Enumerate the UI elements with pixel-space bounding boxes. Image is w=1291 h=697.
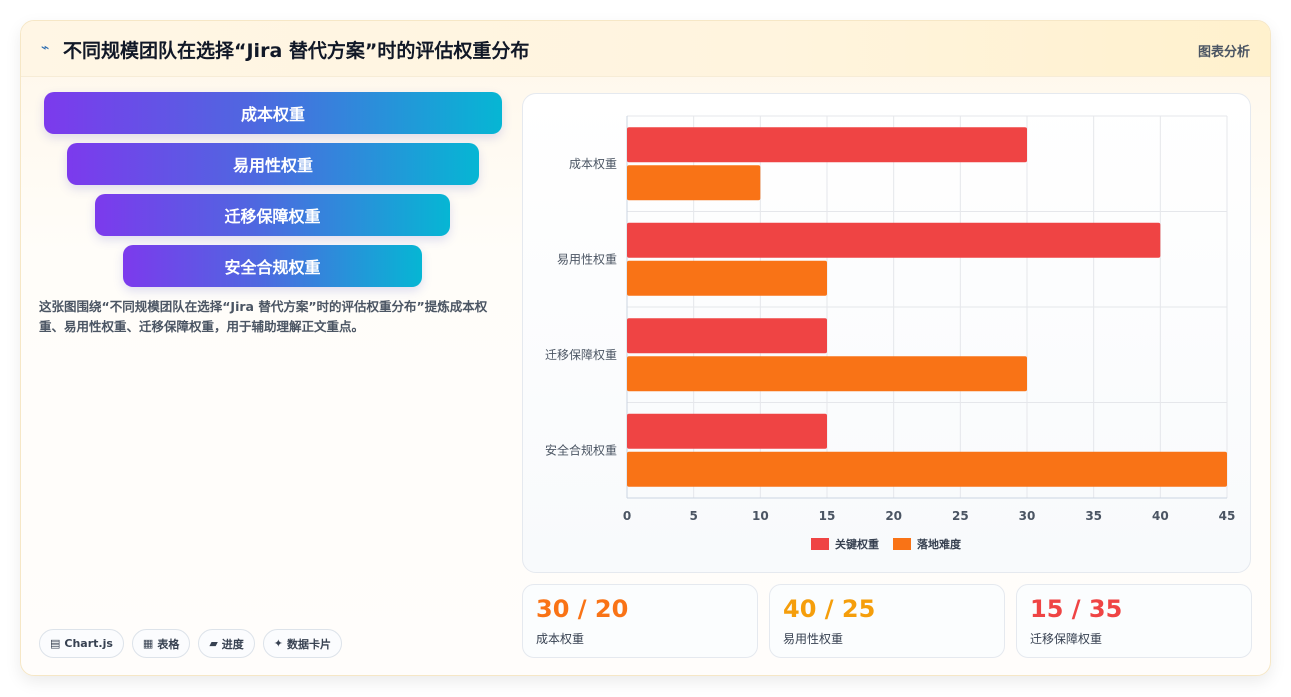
tag-progress[interactable]: ▰ 进度 [198,629,255,658]
funnel-step-cost: 成本权重 [44,92,502,134]
page-title: 不同规模团队在选择“Jira 替代方案”时的评估权重分布 [63,40,530,62]
stat-label: 易用性权重 [783,632,844,646]
stat-card-usability: 40 / 25 易用性权重 [769,584,1005,658]
tag-label: 数据卡片 [287,637,332,651]
bar-key-weight [627,413,827,449]
legend-swatch [811,538,829,550]
tag-label: 表格 [157,637,180,651]
x-tick-label: 15 [819,509,836,523]
y-tick-label: 成本权重 [569,157,617,171]
bar-difficulty [627,451,1227,487]
sparkle-icon: ✦ [273,637,284,650]
y-tick-label: 安全合规权重 [545,442,617,457]
chart-analysis-link[interactable]: 图表分析 [1197,45,1250,60]
x-tick-label: 5 [689,509,697,523]
trend-icon: ⌁ [41,40,50,56]
stat-value: 40 / 25 [783,595,876,623]
tag-list: ▤ Chart.js ▦ 表格 ▰ 进度 ✦ 数据卡片 [39,629,343,658]
legend-swatch [893,538,911,550]
tag-label: 进度 [221,637,244,651]
stat-value: 30 / 20 [536,595,629,623]
x-tick-label: 20 [885,509,902,523]
bar-difficulty [627,165,761,201]
bar-difficulty [627,260,827,296]
chart-panel: 成本权重易用性权重迁移保障权重 安全合规权重 0 5 10 15 20 25 30 35 40 45 关… [522,93,1251,573]
legend-label: 关键权重 [835,537,879,551]
chart-icon: ▤ [50,637,61,650]
x-tick-label: 0 [623,509,631,523]
x-tick-label: 40 [1152,509,1169,523]
stat-label: 成本权重 [536,632,585,646]
bar-difficulty [627,356,1027,392]
tag-chartjs[interactable]: ▤ Chart.js [39,629,124,658]
stat-label: 迁移保障权重 [1030,632,1103,646]
x-tick-label: 30 [1019,509,1036,523]
main-card: ⌁ 不同规模团队在选择“Jira 替代方案”时的评估权重分布 图表分析 成本权重… [20,20,1271,676]
tag-table[interactable]: ▦ 表格 [131,629,191,658]
stat-card-migration: 15 / 35 迁移保障权重 [1016,584,1252,658]
stat-value: 15 / 35 [1030,595,1123,623]
x-tick-label: 10 [752,509,769,523]
x-tick-label: 35 [1085,509,1102,523]
x-tick-label: 25 [952,509,969,523]
stat-card-cost: 30 / 20 成本权重 [522,584,758,658]
header: ⌁ 不同规模团队在选择“Jira 替代方案”时的评估权重分布 图表分析 [21,21,1270,77]
table-icon: ▦ [142,637,154,650]
description-text: 这张图围绕“不同规模团队在选择“Jira 替代方案”时的评估权重分布”提炼成本权… [39,299,488,334]
tag-data-card[interactable]: ✦ 数据卡片 [262,629,343,658]
bar-key-weight [627,222,1161,258]
funnel-step-security: 安全合规权重 [123,245,422,287]
y-tick-label: 易用性权重 [557,252,617,266]
bar-key-weight [627,127,1027,163]
legend-label: 落地难度 [917,537,962,551]
x-tick-label: 45 [1219,509,1236,523]
y-tick-label: 迁移保障权重 [545,347,617,362]
progress-icon: ▰ [209,637,218,650]
funnel-step-usability: 易用性权重 [67,143,479,185]
funnel-step-migration: 迁移保障权重 [95,194,450,236]
tag-label: Chart.js [64,637,113,650]
bar-key-weight [627,318,827,354]
